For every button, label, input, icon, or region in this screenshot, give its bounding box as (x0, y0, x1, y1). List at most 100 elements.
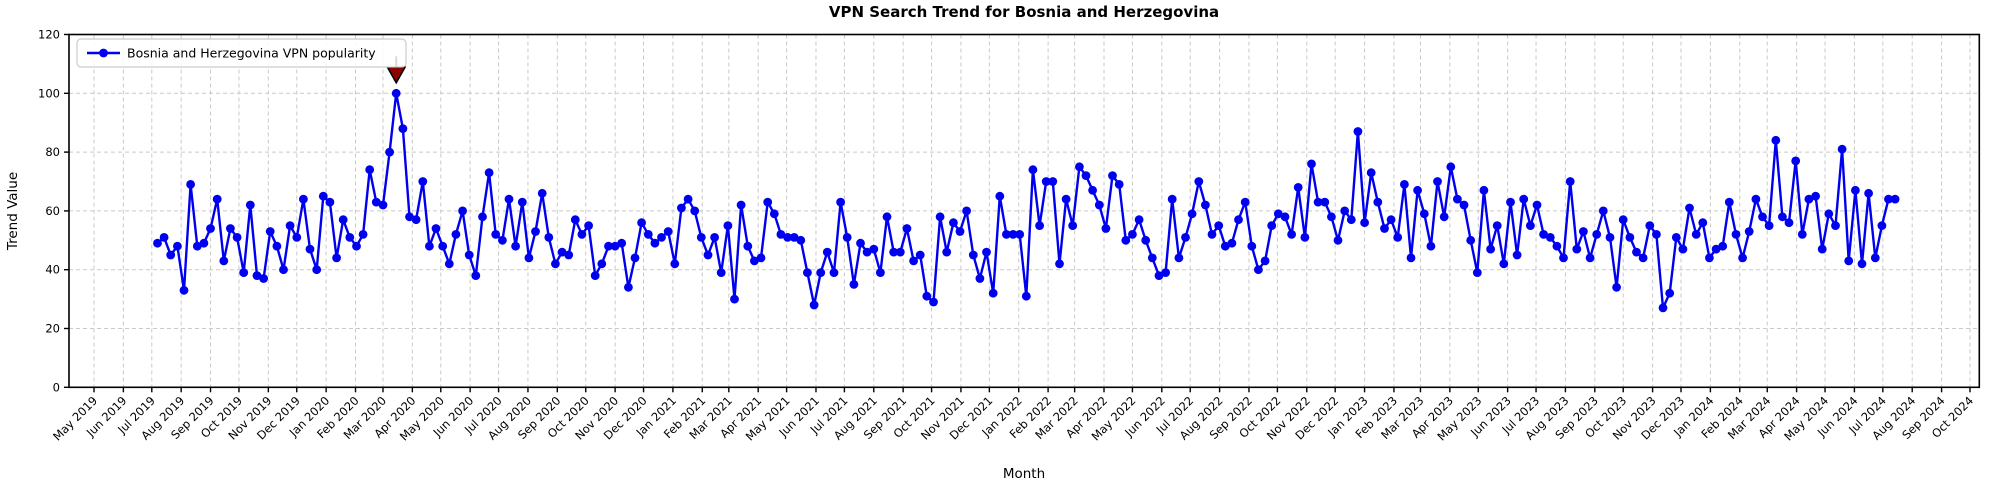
data-point-marker (1758, 212, 1767, 222)
data-point-marker (451, 230, 461, 239)
data-point-marker (1472, 268, 1482, 277)
data-point-marker (1453, 194, 1462, 204)
data-point-marker (1088, 185, 1097, 195)
data-point-marker (1446, 162, 1456, 172)
data-point-marker (1632, 247, 1641, 257)
data-point-marker (743, 241, 753, 251)
data-point-marker (531, 227, 540, 236)
data-point-marker (1545, 233, 1555, 242)
data-point-marker (285, 221, 295, 231)
data-point-marker (1167, 194, 1177, 204)
data-point-marker (849, 280, 859, 289)
data-point-marker (511, 241, 520, 251)
data-point-marker (962, 206, 971, 216)
data-point-marker (1313, 197, 1323, 207)
data-point-marker (173, 241, 182, 251)
data-point-marker (1247, 241, 1257, 251)
y-tick-label: 40 (45, 263, 60, 277)
data-point-marker (842, 233, 852, 242)
data-point-marker (1797, 230, 1807, 239)
data-point-marker (637, 218, 646, 228)
data-point-marker (1028, 165, 1038, 175)
data-point-marker (1724, 197, 1734, 207)
data-point-marker (1114, 180, 1124, 189)
data-point-marker (624, 282, 633, 292)
data-point-marker (1373, 197, 1383, 207)
x-axis-ticks (93, 387, 1971, 393)
data-point-marker (1008, 230, 1018, 239)
data-point-marker (1220, 241, 1230, 251)
data-point-marker (564, 250, 574, 260)
data-point-marker (570, 215, 580, 225)
data-point-marker (385, 147, 394, 157)
data-point-marker (869, 244, 879, 254)
data-point-marker (226, 224, 235, 233)
data-point-marker (1287, 230, 1296, 239)
data-point-marker (498, 235, 507, 245)
data-point-marker (272, 241, 282, 251)
data-point-marker (1519, 194, 1529, 204)
data-point-marker (199, 238, 209, 248)
data-point-marker (325, 197, 335, 207)
data-point-marker (1201, 200, 1210, 210)
data-point-marker (1864, 188, 1873, 198)
data-point-marker (305, 244, 315, 254)
data-point-marker (769, 209, 779, 219)
data-point-marker (1393, 233, 1403, 242)
data-point-marker (690, 206, 700, 216)
data-point-marker (1214, 221, 1224, 231)
data-point-marker (909, 256, 918, 266)
legend-marker-icon (99, 48, 108, 58)
data-point-marker (1002, 230, 1011, 239)
data-point-marker (1731, 230, 1741, 239)
data-point-marker (1181, 233, 1190, 242)
data-point-marker (1559, 253, 1568, 263)
data-point-marker (212, 194, 222, 204)
data-point-marker (425, 241, 434, 251)
data-point-marker (1605, 233, 1615, 242)
data-point-marker (405, 212, 414, 222)
data-point-marker (1320, 197, 1330, 207)
data-point-marker (378, 200, 388, 210)
data-point-marker (1075, 162, 1084, 172)
y-tick-label: 20 (45, 322, 60, 336)
data-point-marker (756, 253, 766, 263)
data-point-marker (1174, 253, 1184, 263)
data-point-marker (365, 165, 375, 175)
data-point-marker (1041, 177, 1051, 186)
data-point-marker (1711, 244, 1721, 254)
data-point-marker (657, 233, 666, 242)
data-point-marker (1778, 212, 1787, 222)
data-point-marker (889, 247, 899, 257)
data-point-marker (876, 268, 885, 277)
data-point-marker (968, 250, 978, 260)
data-point-marker (1638, 253, 1648, 263)
data-point-marker (683, 194, 693, 204)
y-axis-ticks (64, 33, 69, 388)
data-point-marker (1751, 194, 1761, 204)
data-point-marker (643, 230, 653, 239)
data-point-marker (371, 197, 381, 207)
data-point-marker (491, 230, 501, 239)
data-point-marker (829, 268, 839, 277)
y-tick-label: 80 (45, 145, 60, 159)
data-point-marker (1147, 253, 1157, 263)
data-point-marker (590, 271, 600, 280)
data-point-marker (232, 233, 242, 242)
data-point-marker (1366, 168, 1376, 178)
data-point-marker (1433, 177, 1442, 186)
data-point-marker (1260, 256, 1270, 266)
data-point-marker (836, 197, 845, 207)
data-point-marker (219, 256, 229, 266)
data-point-marker (730, 294, 739, 304)
data-point-marker (1068, 221, 1078, 231)
data-point-marker (935, 212, 945, 222)
data-point-marker (279, 265, 288, 275)
data-point-marker (597, 259, 607, 269)
data-point-marker (902, 224, 912, 233)
data-point-marker (544, 233, 554, 242)
data-point-marker (1486, 244, 1495, 254)
data-point-marker (186, 180, 196, 189)
data-point-marker (1121, 235, 1131, 245)
